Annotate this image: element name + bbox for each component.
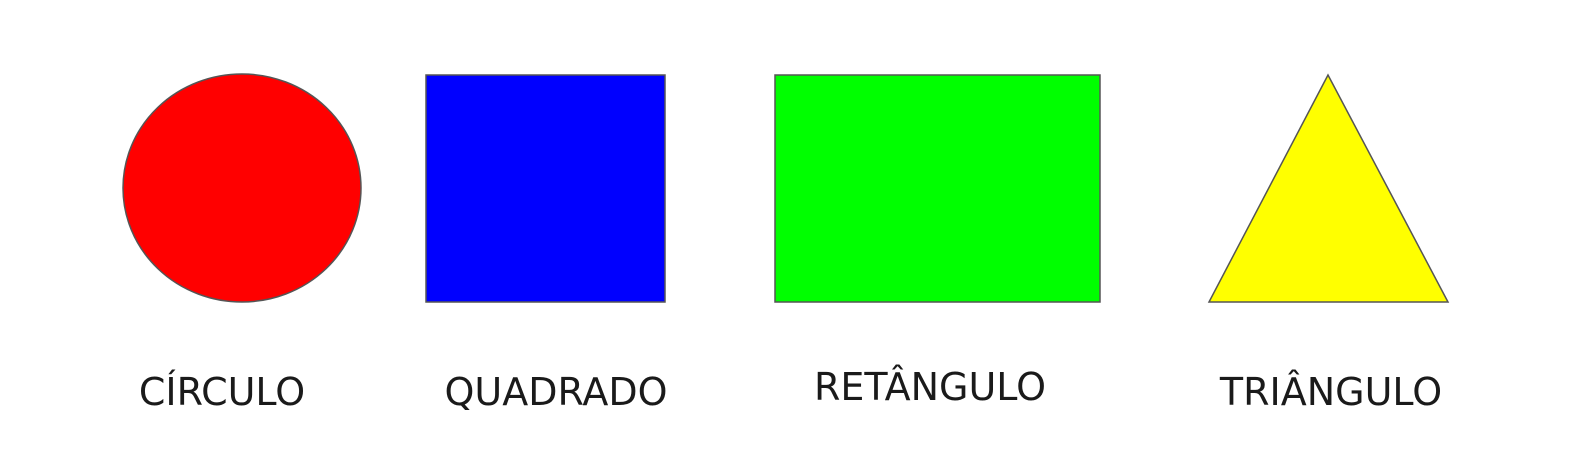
triangle-label: TRIÂNGULO bbox=[1219, 370, 1443, 414]
circle-shape bbox=[122, 73, 362, 303]
triangle-shape bbox=[1207, 73, 1450, 303]
rectangle-label: RETÂNGULO bbox=[813, 365, 1047, 409]
circle-label: CÍRCULO bbox=[138, 370, 306, 414]
square-label: QUADRADO bbox=[444, 370, 668, 414]
rectangle-shape bbox=[774, 74, 1101, 303]
square-shape bbox=[425, 74, 666, 303]
